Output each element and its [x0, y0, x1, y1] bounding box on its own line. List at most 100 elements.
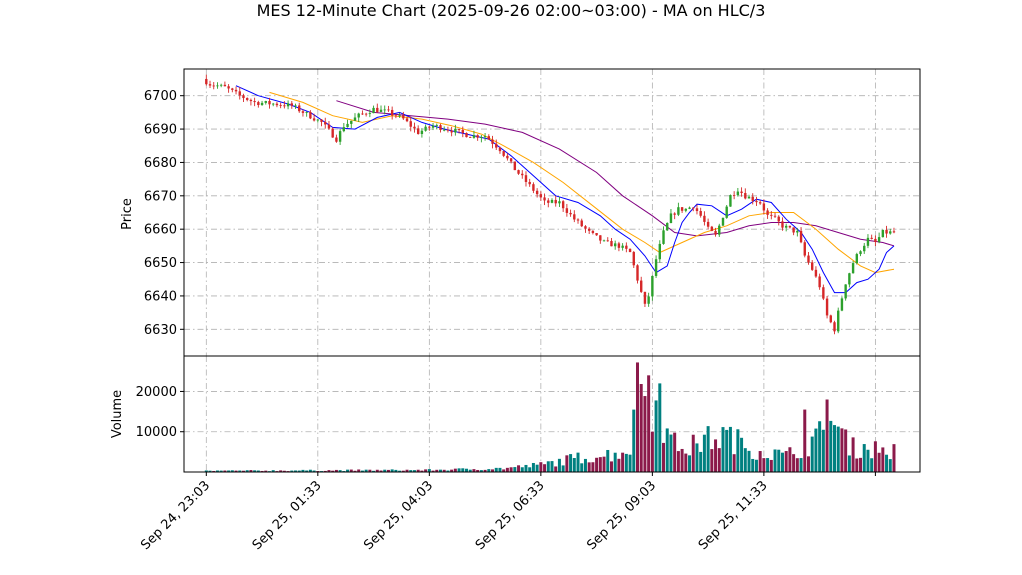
candle-body [294, 105, 297, 107]
x-tick-label: Sep 25, 11:33 [696, 478, 771, 553]
candle-body [773, 215, 777, 217]
candle-body [413, 126, 416, 129]
candle-body [811, 262, 814, 270]
candle-body [777, 216, 780, 222]
candle-body [554, 199, 557, 204]
candle-body [216, 85, 219, 87]
volume-bar [821, 429, 825, 472]
candle-body [491, 139, 494, 144]
candle-body [807, 255, 810, 263]
volume-panel: 10000 20000 Volume [110, 355, 921, 473]
candle-body [454, 129, 457, 133]
volume-bar [368, 469, 372, 472]
candle-body [383, 109, 386, 111]
candle-body [483, 136, 487, 138]
volume-bar [795, 458, 799, 472]
candle-body [376, 107, 379, 112]
candle-body [457, 129, 461, 130]
volume-bar [829, 420, 833, 472]
volume-bar [234, 470, 238, 472]
volume-bar [688, 455, 692, 472]
candle-body [889, 231, 892, 234]
volume-bar [405, 469, 409, 472]
candle-body [227, 86, 230, 89]
volume-bar [479, 470, 483, 472]
price-tick-label: 6660 [144, 223, 177, 238]
volume-bar [409, 470, 413, 472]
candle-body [569, 212, 572, 215]
volume-bar [859, 457, 863, 472]
candle-body [335, 137, 338, 142]
candle-body [234, 89, 238, 92]
candle-body [677, 207, 680, 215]
candle-body [892, 231, 896, 233]
candle-body [390, 109, 394, 116]
candle-body [502, 151, 505, 156]
volume-bar [531, 462, 535, 472]
volume-bar [491, 469, 495, 472]
candle-body [662, 230, 665, 244]
candle-body [718, 225, 721, 235]
volume-bar [888, 459, 892, 472]
volume-bar [572, 458, 576, 472]
volume-bar [613, 452, 617, 472]
candle-body [450, 130, 453, 133]
candle-body [283, 105, 286, 107]
volume-bar [565, 455, 569, 472]
x-axis-ticks: Sep 24, 23:03 Sep 25, 01:33 Sep 25, 04:03 S… [138, 472, 876, 553]
volume-bar [346, 469, 350, 472]
candle-body [312, 118, 316, 121]
volume-bar [747, 450, 751, 472]
candle-body [498, 147, 502, 152]
candle-body [654, 259, 658, 276]
candle-body [870, 237, 873, 239]
candle-body [643, 291, 647, 304]
candle-body [346, 123, 349, 128]
candle-body [881, 229, 885, 238]
candle-body [524, 175, 528, 182]
volume-bar [528, 467, 532, 472]
volume-bar [457, 468, 461, 472]
candle-body [409, 121, 412, 127]
candle-body [513, 161, 517, 171]
candle-body [762, 203, 766, 211]
volume-bar [372, 470, 376, 472]
volume-bar [862, 444, 866, 472]
candle-body [208, 84, 212, 86]
candle-body [758, 202, 762, 204]
volume-bar [476, 469, 480, 472]
volume-bar [762, 458, 766, 472]
volume-bar [230, 470, 234, 472]
volume-bar [253, 470, 257, 472]
candle-body [829, 315, 832, 323]
candle-body [744, 192, 747, 199]
candle-body [290, 103, 293, 106]
candle-body [298, 105, 301, 112]
volume-bar [680, 448, 684, 472]
candle-body [342, 127, 346, 132]
volume-bar [505, 467, 509, 472]
candle-body [625, 245, 628, 249]
volume-bar [766, 458, 770, 472]
candle-body [573, 214, 576, 220]
candle-body [472, 135, 476, 138]
volume-bar [654, 400, 658, 472]
candle-body [398, 115, 401, 117]
candle-body [257, 102, 260, 106]
volume-bar [799, 458, 803, 472]
candle-body [550, 199, 554, 203]
candle-body [535, 190, 539, 195]
volume-bar [215, 470, 219, 472]
candle-body [636, 265, 639, 281]
volume-bar [706, 426, 710, 472]
volume-bar [249, 470, 253, 472]
price-tick-label: 6680 [144, 156, 177, 171]
volume-bar [398, 470, 402, 472]
candle-body [350, 120, 353, 124]
volume-bar [814, 428, 818, 472]
candle-body [272, 103, 275, 105]
volume-bar [758, 451, 762, 472]
volume-bar [595, 457, 599, 472]
volume-bar [606, 449, 610, 472]
candle-body [710, 226, 714, 231]
